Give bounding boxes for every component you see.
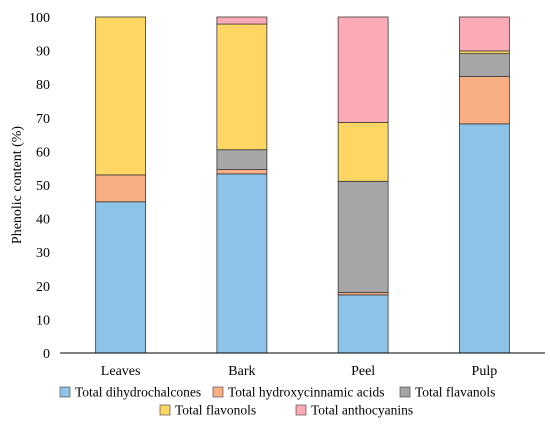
bar-peel-total-flavonols	[337, 122, 389, 182]
bar-bark-total-flavonols	[216, 23, 268, 151]
bar-leaves-total-flavonols	[95, 16, 147, 176]
y-tick-label: 90	[36, 45, 50, 60]
x-tick-label: Bark	[228, 364, 255, 379]
bar-pulp-total-flavanols	[458, 53, 510, 77]
bar-bark-total-hydroxycinnamic-acids	[216, 169, 268, 175]
legend-label: Total flavanols	[415, 385, 495, 400]
bar-peel-total-anthocyanins	[337, 16, 389, 123]
y-tick-labels: 0 10 20 30 40 50 60 70 80 90 100	[29, 11, 50, 362]
y-tick-label: 30	[36, 246, 50, 261]
bar-bark-total-anthocyanins	[216, 16, 268, 25]
legend-item: Total flavonols	[159, 403, 256, 418]
y-tick-label: 0	[43, 347, 50, 362]
y-tick-label: 100	[29, 11, 50, 26]
y-tick-label: 60	[36, 145, 50, 160]
bars	[95, 16, 510, 354]
legend-item: Total anthocyanins	[295, 403, 413, 418]
bar-pulp-total-dihydrochalcones	[458, 123, 510, 354]
x-tick-label: Peel	[351, 364, 375, 379]
x-tick-label: Leaves	[101, 364, 141, 379]
bar-leaves-total-hydroxycinnamic-acids	[95, 174, 147, 203]
legend-label: Total hydroxycinnamic acids	[228, 385, 385, 400]
legend-item: Total flavanols	[399, 385, 495, 400]
bar-pulp-total-anthocyanins	[458, 16, 510, 52]
bar-peel-total-flavanols	[337, 180, 389, 293]
y-tick-label: 70	[36, 112, 50, 127]
x-tick-labels: Leaves Bark Peel Pulp	[101, 364, 497, 379]
y-tick-label: 40	[36, 213, 50, 228]
y-axis-label: Phenolic content (%)	[10, 126, 25, 245]
y-tick-label: 50	[36, 179, 50, 194]
x-tick-label: Pulp	[472, 364, 498, 379]
legend-swatch	[159, 404, 171, 416]
bar-pulp-total-hydroxycinnamic-acids	[458, 76, 510, 125]
y-tick-label: 10	[36, 313, 50, 328]
legend-swatch	[59, 386, 71, 398]
legend-item: Total dihydrochalcones	[59, 385, 201, 400]
legend-label: Total dihydrochalcones	[75, 385, 201, 400]
legend-swatch	[399, 386, 411, 398]
bar-pulp-total-flavonols	[458, 50, 510, 55]
bar-bark-total-flavanols	[216, 149, 268, 170]
legend: Total dihydrochalcones Total hydroxycinna…	[59, 385, 495, 418]
legend-swatch	[212, 386, 224, 398]
bar-leaves-total-dihydrochalcones	[95, 201, 147, 354]
bar-bark-total-dihydrochalcones	[216, 173, 268, 354]
legend-label: Total flavonols	[175, 403, 256, 418]
bar-peel-total-dihydrochalcones	[337, 294, 389, 354]
legend-item: Total hydroxycinnamic acids	[212, 385, 385, 400]
legend-swatch	[295, 404, 307, 416]
legend-label: Total anthocyanins	[311, 403, 413, 418]
y-tick-label: 80	[36, 78, 50, 93]
y-tick-label: 20	[36, 280, 50, 295]
